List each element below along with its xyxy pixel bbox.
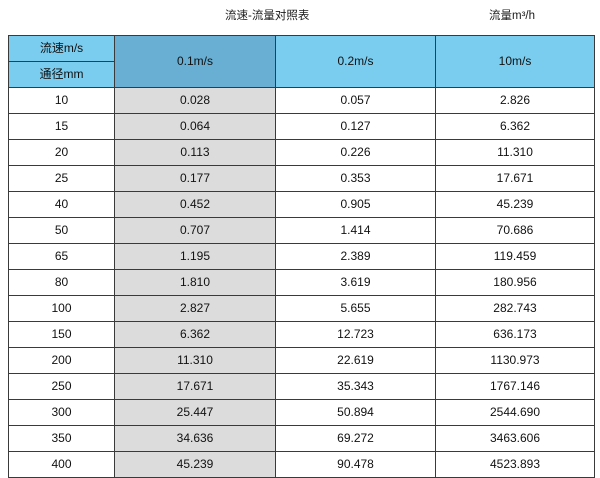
cell-flow-10: 17.671 bbox=[435, 165, 595, 192]
cell-flow-0p1: 45.239 bbox=[114, 451, 276, 478]
cell-flow-0p2: 12.723 bbox=[275, 321, 436, 348]
cell-flow-0p2: 0.905 bbox=[275, 191, 436, 218]
caption-row: 流速-流量对照表 流量m³/h bbox=[0, 0, 600, 35]
cell-flow-0p1: 0.707 bbox=[114, 217, 276, 244]
cell-flow-0p2: 0.226 bbox=[275, 139, 436, 166]
cell-flow-0p2: 0.057 bbox=[275, 87, 436, 114]
cell-flow-0p2: 1.414 bbox=[275, 217, 436, 244]
cell-nominal-diameter: 10 bbox=[8, 87, 115, 114]
table-header-row-1: 流速m/s 0.1m/s 0.2m/s 10m/s bbox=[8, 35, 595, 88]
cell-flow-0p2: 5.655 bbox=[275, 295, 436, 322]
cell-flow-10: 180.956 bbox=[435, 269, 595, 296]
cell-nominal-diameter: 25 bbox=[8, 165, 115, 192]
cell-flow-10: 119.459 bbox=[435, 243, 595, 270]
cell-flow-0p1: 2.827 bbox=[114, 295, 276, 322]
cell-flow-10: 636.173 bbox=[435, 321, 595, 348]
flow-rate-table-container: 流速m/s 0.1m/s 0.2m/s 10m/s 通径mm 10 0.028 0.… bbox=[8, 35, 595, 478]
header-column-0: 0.1m/s bbox=[114, 35, 276, 88]
cell-flow-0p1: 1.195 bbox=[114, 243, 276, 270]
header-velocity-label: 流速m/s bbox=[8, 35, 115, 62]
table-row: 250 17.671 35.343 1767.146 bbox=[8, 373, 595, 400]
flow-rate-table: 流速m/s 0.1m/s 0.2m/s 10m/s 通径mm 10 0.028 0.… bbox=[8, 35, 595, 478]
cell-flow-10: 4523.893 bbox=[435, 451, 595, 478]
cell-flow-10: 1767.146 bbox=[435, 373, 595, 400]
cell-flow-0p2: 50.894 bbox=[275, 399, 436, 426]
table-row: 300 25.447 50.894 2544.690 bbox=[8, 399, 595, 426]
cell-flow-0p2: 69.272 bbox=[275, 425, 436, 452]
cell-nominal-diameter: 250 bbox=[8, 373, 115, 400]
cell-flow-0p1: 34.636 bbox=[114, 425, 276, 452]
cell-nominal-diameter: 15 bbox=[8, 113, 115, 140]
cell-flow-10: 2544.690 bbox=[435, 399, 595, 426]
cell-flow-10: 2.826 bbox=[435, 87, 595, 114]
cell-flow-0p1: 0.113 bbox=[114, 139, 276, 166]
header-column-1: 0.2m/s bbox=[275, 35, 436, 88]
cell-flow-0p1: 0.028 bbox=[114, 87, 276, 114]
cell-flow-0p2: 22.619 bbox=[275, 347, 436, 374]
cell-flow-0p2: 90.478 bbox=[275, 451, 436, 478]
chart-main-title: 流速-流量对照表 bbox=[225, 10, 310, 22]
cell-flow-0p1: 0.177 bbox=[114, 165, 276, 192]
chart-unit-title: 流量m³/h bbox=[489, 10, 535, 22]
cell-flow-0p2: 0.127 bbox=[275, 113, 436, 140]
table-row: 100 2.827 5.655 282.743 bbox=[8, 295, 595, 322]
table-row: 10 0.028 0.057 2.826 bbox=[8, 87, 595, 114]
table-row: 65 1.195 2.389 119.459 bbox=[8, 243, 595, 270]
cell-nominal-diameter: 20 bbox=[8, 139, 115, 166]
table-row: 20 0.113 0.226 11.310 bbox=[8, 139, 595, 166]
cell-flow-0p1: 0.452 bbox=[114, 191, 276, 218]
table-row: 15 0.064 0.127 6.362 bbox=[8, 113, 595, 140]
cell-nominal-diameter: 65 bbox=[8, 243, 115, 270]
header-diameter-label: 通径mm bbox=[8, 61, 115, 88]
cell-nominal-diameter: 50 bbox=[8, 217, 115, 244]
cell-nominal-diameter: 150 bbox=[8, 321, 115, 348]
table-row: 80 1.810 3.619 180.956 bbox=[8, 269, 595, 296]
cell-flow-10: 45.239 bbox=[435, 191, 595, 218]
table-row: 40 0.452 0.905 45.239 bbox=[8, 191, 595, 218]
cell-nominal-diameter: 80 bbox=[8, 269, 115, 296]
cell-flow-0p1: 0.064 bbox=[114, 113, 276, 140]
cell-flow-0p1: 6.362 bbox=[114, 321, 276, 348]
table-row: 25 0.177 0.353 17.671 bbox=[8, 165, 595, 192]
cell-flow-0p1: 1.810 bbox=[114, 269, 276, 296]
cell-nominal-diameter: 300 bbox=[8, 399, 115, 426]
cell-flow-10: 1130.973 bbox=[435, 347, 595, 374]
cell-flow-0p1: 11.310 bbox=[114, 347, 276, 374]
cell-flow-10: 11.310 bbox=[435, 139, 595, 166]
cell-nominal-diameter: 40 bbox=[8, 191, 115, 218]
table-row: 200 11.310 22.619 1130.973 bbox=[8, 347, 595, 374]
table-header-row-2: 通径mm bbox=[8, 61, 595, 88]
cell-flow-10: 282.743 bbox=[435, 295, 595, 322]
cell-nominal-diameter: 100 bbox=[8, 295, 115, 322]
cell-flow-0p2: 0.353 bbox=[275, 165, 436, 192]
cell-flow-10: 6.362 bbox=[435, 113, 595, 140]
table-row: 350 34.636 69.272 3463.606 bbox=[8, 425, 595, 452]
cell-nominal-diameter: 350 bbox=[8, 425, 115, 452]
cell-nominal-diameter: 200 bbox=[8, 347, 115, 374]
table-row: 50 0.707 1.414 70.686 bbox=[8, 217, 595, 244]
table-row: 150 6.362 12.723 636.173 bbox=[8, 321, 595, 348]
cell-nominal-diameter: 400 bbox=[8, 451, 115, 478]
cell-flow-0p1: 17.671 bbox=[114, 373, 276, 400]
cell-flow-0p1: 25.447 bbox=[114, 399, 276, 426]
header-column-2: 10m/s bbox=[435, 35, 595, 88]
cell-flow-10: 70.686 bbox=[435, 217, 595, 244]
table-row: 400 45.239 90.478 4523.893 bbox=[8, 451, 595, 478]
cell-flow-0p2: 35.343 bbox=[275, 373, 436, 400]
cell-flow-0p2: 3.619 bbox=[275, 269, 436, 296]
cell-flow-0p2: 2.389 bbox=[275, 243, 436, 270]
cell-flow-10: 3463.606 bbox=[435, 425, 595, 452]
